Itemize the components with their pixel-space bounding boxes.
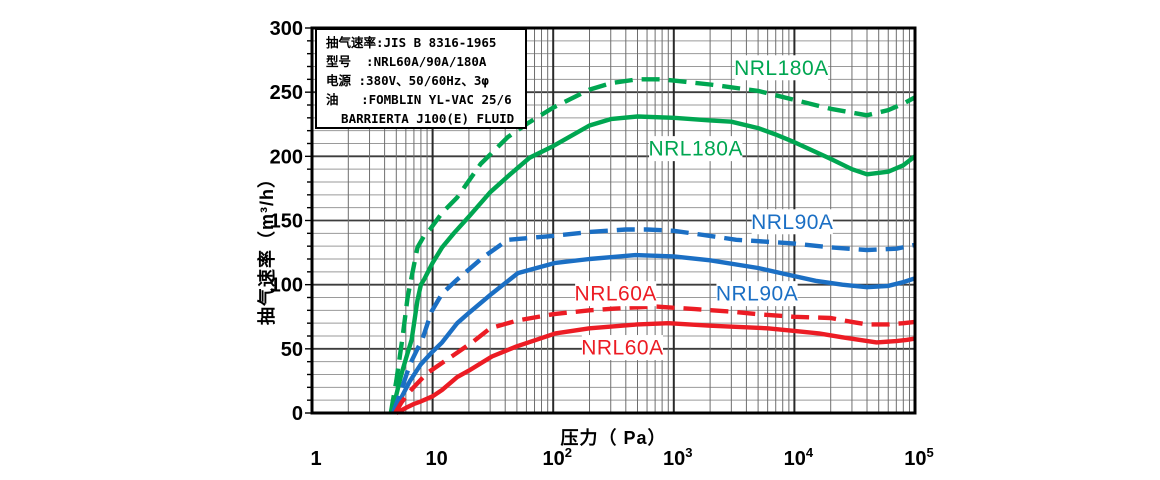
curve-label: NRL60A <box>575 283 657 306</box>
curve-nrl60a-solid- <box>395 321 916 415</box>
x-tick-label: 103 <box>663 445 692 470</box>
y-tick-label: 300 <box>270 18 303 40</box>
curve-label-bg <box>751 209 833 235</box>
y-tick-label: 100 <box>270 275 303 297</box>
y-tick-label: 150 <box>270 211 303 233</box>
curve-label: NRL180A <box>648 138 743 161</box>
y-tick-label: 250 <box>270 82 303 104</box>
x-tick-label: 10 <box>425 448 447 470</box>
legend-line-oil2: BARRIERTA J100(E) FLUID <box>326 111 515 126</box>
legend-line-standard: 抽气速率:JIS B 8316-1965 <box>326 35 497 50</box>
plot-frame <box>310 26 917 415</box>
y-axis-title: 抽气速率（m³/h） <box>257 169 277 325</box>
y-tick-label: 0 <box>292 403 303 425</box>
curve-label-bg <box>649 136 743 162</box>
curves <box>388 77 917 415</box>
legend-line-model: 型号 :NRL60A/90A/180A <box>326 54 487 69</box>
curve-nrl180a-solid- <box>389 114 917 414</box>
curve-nrl90a-dashed- <box>391 227 916 414</box>
curve-labels: NRL180A NRL180A NRL90A NRL60A NRL90A NRL60A <box>575 55 833 361</box>
spec-legend-box: 抽气速率:JIS B 8316-1965 型号 :NRL60A/90A/180A… <box>315 28 527 129</box>
y-axis-labels: 0 50 100 150 200 250 300 <box>270 18 303 425</box>
x-tick-label: 1 <box>310 448 321 470</box>
legend-line-oil: 油 :FOMBLIN YL-VAC 25/6 <box>326 92 512 107</box>
curve-label: NRL90A <box>716 283 798 306</box>
x-tick-label: 104 <box>784 445 814 470</box>
curve-nrl60a-dashed- <box>393 304 916 415</box>
x-tick-label: 102 <box>542 445 571 470</box>
legend-line-power: 电源 :380V、50/60Hz、3φ <box>326 73 489 88</box>
curve-label-bg <box>716 281 798 307</box>
x-axis-title: 压力（ Pa） <box>560 428 666 448</box>
curve-label-bg <box>575 281 657 307</box>
curve-label-bg <box>581 335 664 361</box>
x-axis-labels: 1 10 102 103 104 105 <box>310 445 933 470</box>
x-tick-label: 105 <box>904 445 933 470</box>
curve-label: NRL90A <box>751 211 833 234</box>
y-tick-label: 200 <box>270 146 303 168</box>
curve-nrl180a-dashed- <box>388 77 917 414</box>
y-tick-label: 50 <box>281 339 303 361</box>
curve-nrl90a-solid- <box>392 252 916 414</box>
curve-label: NRL180A <box>734 57 829 80</box>
curve-label: NRL60A <box>581 337 663 360</box>
curve-label-bg <box>734 55 829 81</box>
